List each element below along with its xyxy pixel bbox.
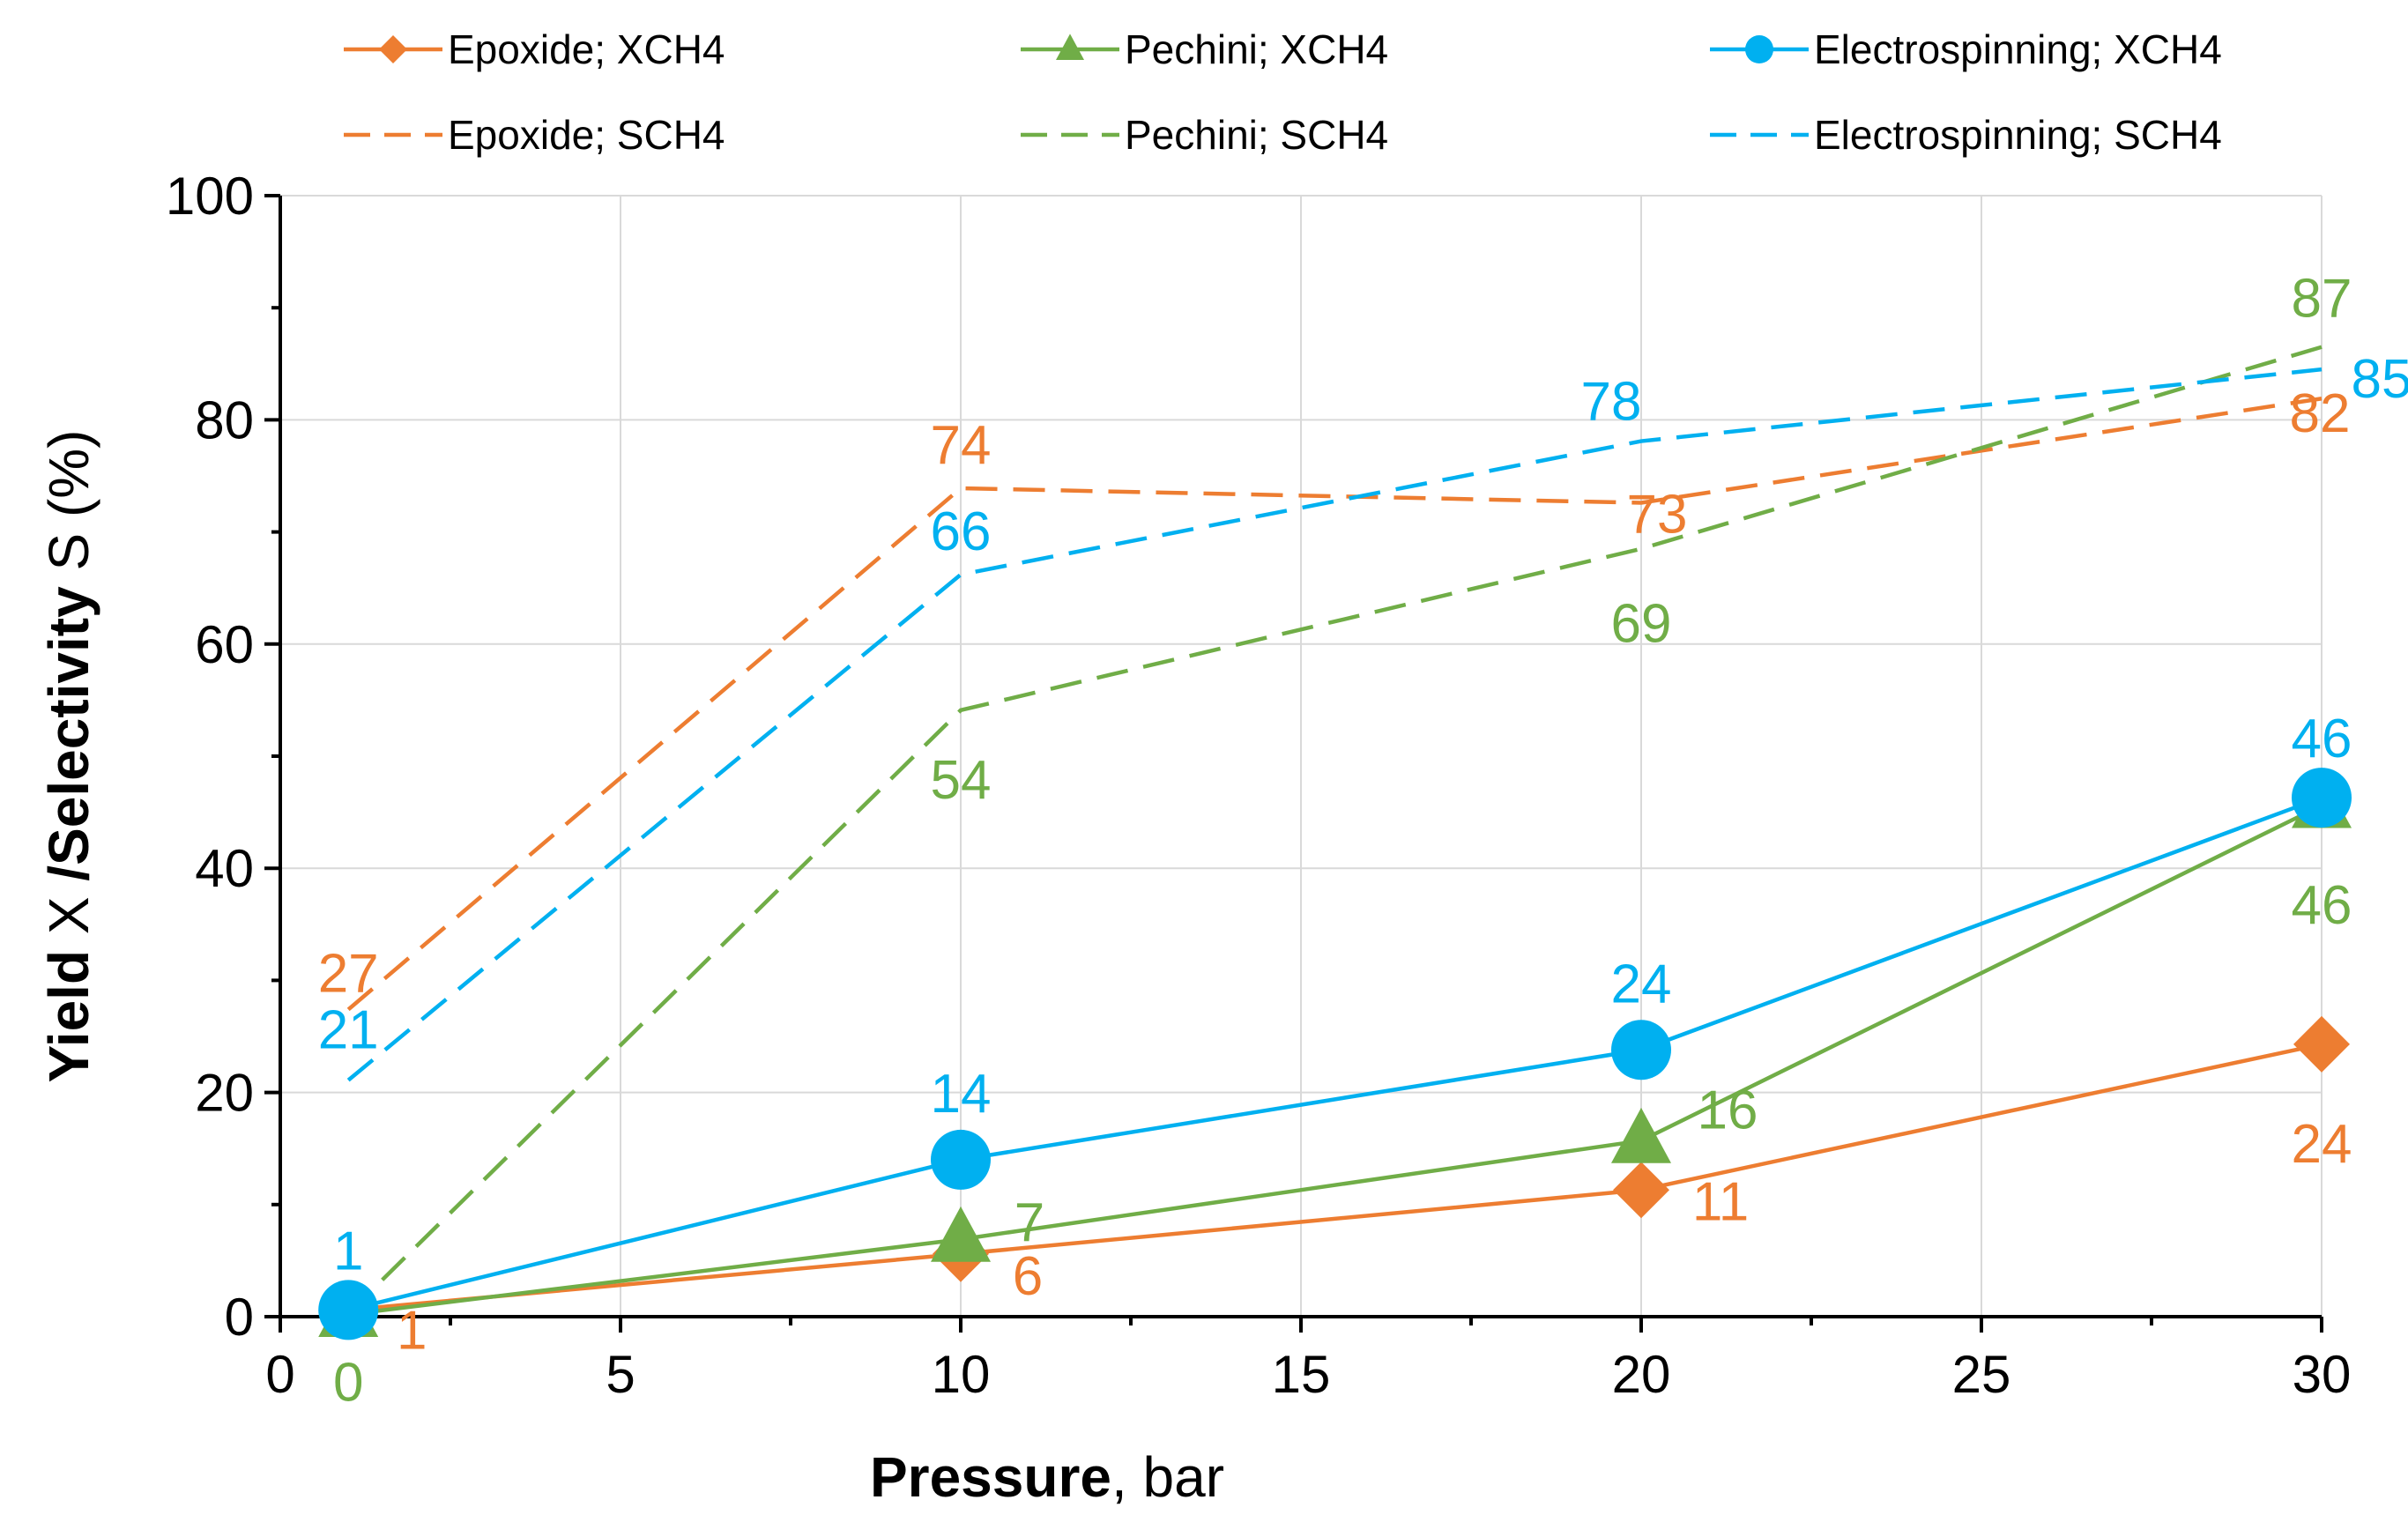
data-label-pes-1: 54 xyxy=(931,750,992,811)
series-line-pex xyxy=(347,803,2323,1317)
data-label-pex-1: 7 xyxy=(1014,1192,1044,1253)
x-axis-title-bold: Pressure xyxy=(870,1445,1111,1509)
y-tick-label: 0 xyxy=(225,1288,254,1347)
series-line-pes xyxy=(346,345,2323,1315)
legend-marker-epx xyxy=(379,35,407,63)
data-label-eps-0: 27 xyxy=(318,943,379,1004)
data-label-els-2: 78 xyxy=(1581,372,1642,433)
data-label-elx-3: 46 xyxy=(2292,709,2352,769)
marker-pex-2 xyxy=(1611,1107,1671,1163)
x-tick-label: 30 xyxy=(2293,1345,2352,1404)
legend-label-pex: Pechini; XCH4 xyxy=(1125,26,1388,72)
y-tick-label: 60 xyxy=(195,615,254,674)
data-label-eps-1: 74 xyxy=(931,415,992,476)
data-label-epx-3: 24 xyxy=(2292,1114,2352,1175)
legend-label-epx: Epoxide; XCH4 xyxy=(448,26,725,72)
y-axis-title-x: X xyxy=(37,896,100,934)
marker-epx-3 xyxy=(2293,1015,2350,1073)
marker-epx-2 xyxy=(1613,1162,1669,1219)
series-lines xyxy=(346,345,2323,1317)
legend-label-els: Electrospinning; SCH4 xyxy=(1814,112,2222,158)
data-label-eps-3: 82 xyxy=(2290,383,2351,444)
series-line-epx xyxy=(347,1042,2323,1312)
y-axis-title-unit: (%) xyxy=(37,430,100,533)
x-axis-title: Pressure, bar xyxy=(870,1445,1224,1509)
data-label-eps-2: 73 xyxy=(1627,485,1688,546)
series-line-eps xyxy=(346,397,2323,1012)
y-tick-label: 100 xyxy=(166,167,254,226)
data-label-epx-2: 11 xyxy=(1692,1171,1749,1232)
x-tick-label: 0 xyxy=(265,1345,294,1404)
y-axis-title-yield: Yield xyxy=(37,934,100,1082)
gridlines xyxy=(280,195,2323,1317)
x-tick-label: 20 xyxy=(1612,1345,1671,1404)
series-line-els xyxy=(346,367,2323,1082)
legend-label-pes: Pechini; SCH4 xyxy=(1125,112,1388,158)
data-label-pes-3: 87 xyxy=(2292,269,2352,330)
data-label-elx-1: 14 xyxy=(931,1064,992,1125)
marker-elx-3 xyxy=(2292,768,2352,828)
y-axis-title-s: S xyxy=(37,533,100,571)
series-markers xyxy=(318,768,2352,1340)
data-label-els-0: 21 xyxy=(318,1000,379,1061)
legend-marker-elx xyxy=(1745,35,1773,63)
y-tick-label: 20 xyxy=(195,1064,254,1123)
data-label-elx-2: 24 xyxy=(1611,954,1672,1014)
x-tick-label: 10 xyxy=(932,1345,991,1404)
data-label-els-1: 66 xyxy=(931,501,992,562)
y-axis-title: Yield X /Selectivity S (%) xyxy=(37,430,100,1083)
data-label-els-3: 85 xyxy=(2352,349,2408,410)
y-tick-label: 80 xyxy=(195,390,254,449)
legend-marker-pex xyxy=(1056,33,1084,60)
data-label-epx-0: 1 xyxy=(397,1300,427,1361)
x-tick-label: 5 xyxy=(606,1345,635,1404)
data-label-elx-0: 1 xyxy=(333,1221,363,1281)
x-tick-label: 15 xyxy=(1272,1345,1331,1404)
data-label-pex-3: 46 xyxy=(2292,875,2352,936)
axes: 0 20 40 60 80 100 0 5 10 15 20 25 30 xyxy=(166,167,2351,1404)
data-label-pes-2: 69 xyxy=(1611,594,1672,655)
legend: Epoxide; XCH4 Pechini; XCH4 Electrospinnin… xyxy=(344,26,2222,158)
x-tick-label: 25 xyxy=(1952,1345,2011,1404)
marker-pex-1 xyxy=(931,1206,991,1262)
marker-elx-2 xyxy=(1611,1020,1671,1080)
data-label-pex-2: 16 xyxy=(1698,1080,1758,1140)
y-tick-label: 40 xyxy=(195,839,254,898)
data-label-epx-1: 6 xyxy=(1013,1246,1043,1307)
marker-elx-1 xyxy=(931,1129,991,1190)
data-label-pex-0: 0 xyxy=(333,1352,363,1413)
x-axis-title-unit: , bar xyxy=(1111,1445,1224,1509)
y-axis-title-selectivity: /Selectivity xyxy=(37,571,100,897)
legend-label-eps: Epoxide; SCH4 xyxy=(448,112,725,158)
series-line-elx xyxy=(347,795,2323,1312)
marker-elx-0 xyxy=(318,1280,379,1340)
legend-label-elx: Electrospinning; XCH4 xyxy=(1814,26,2222,72)
